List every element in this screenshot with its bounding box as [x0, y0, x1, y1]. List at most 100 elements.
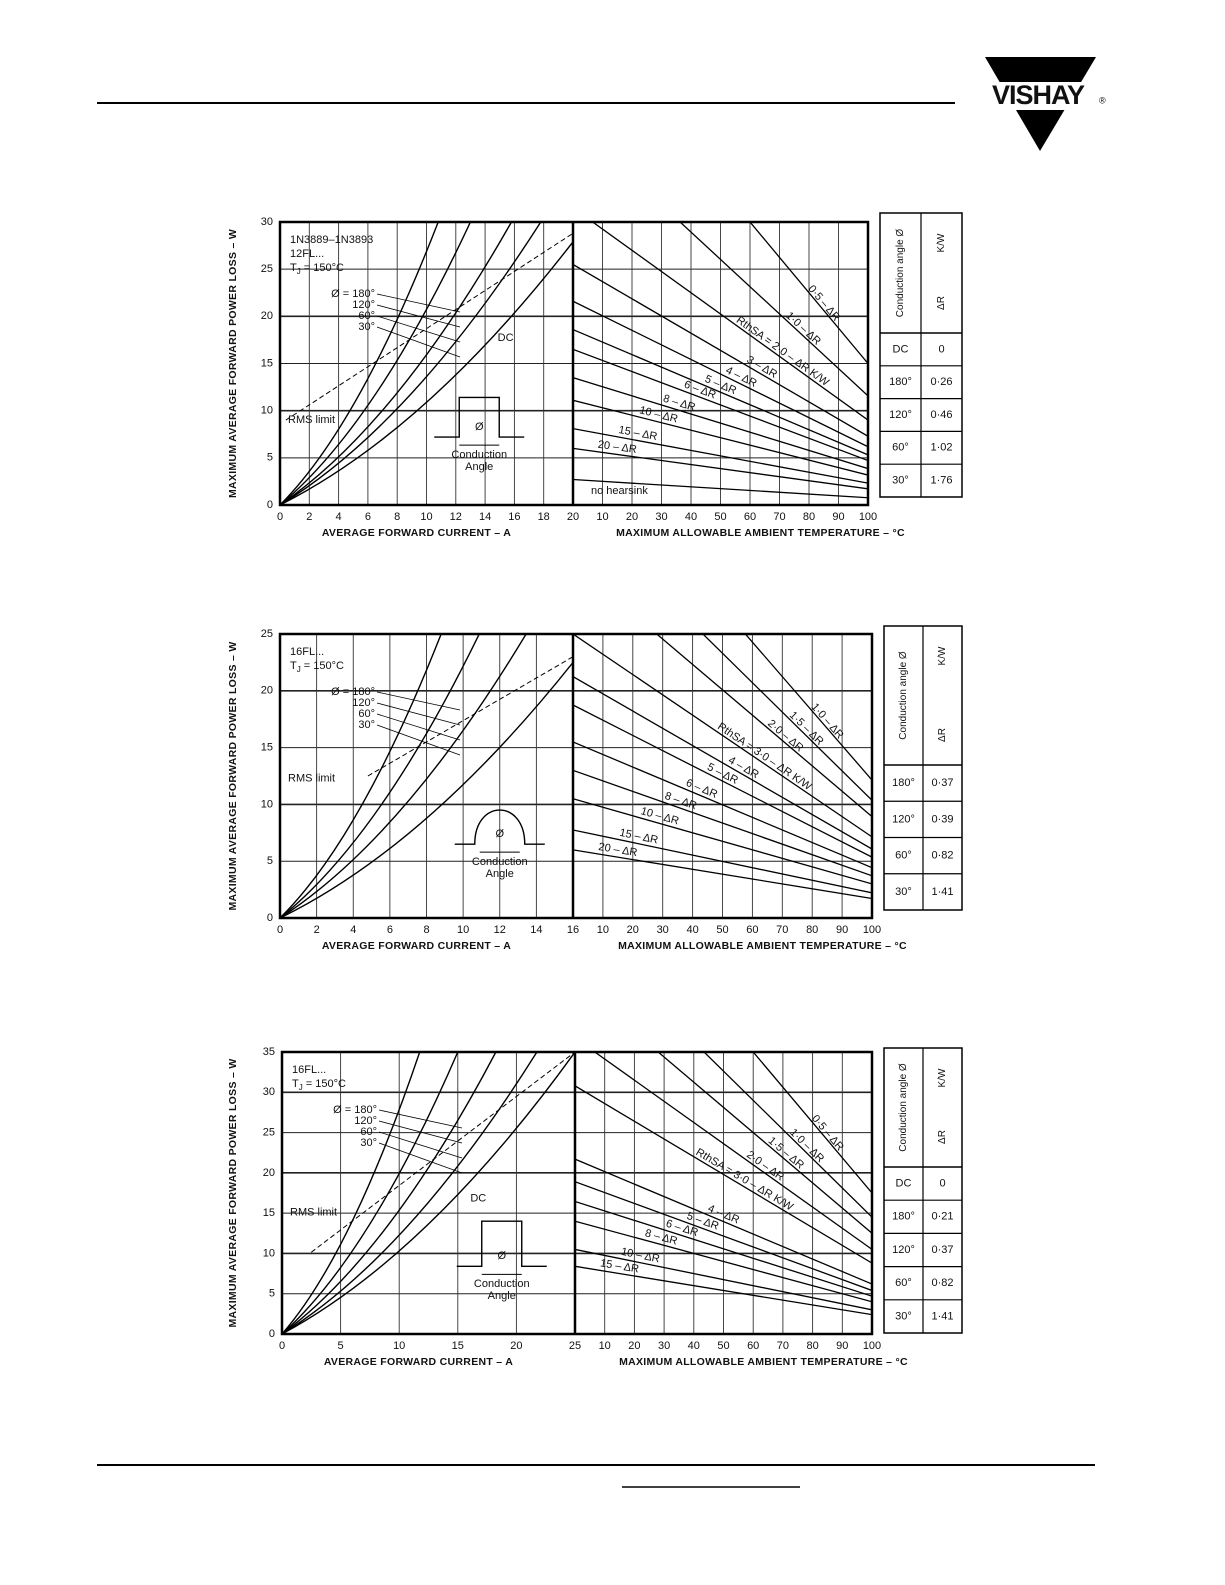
x-tick-label: 2	[306, 511, 312, 523]
x-tick-label: 8	[394, 511, 400, 523]
table-cell: 120°	[892, 1244, 915, 1256]
table: Conduction angle Ø ΔR K/W DC 0 180° 0·26 120° 0·…	[879, 212, 963, 498]
leader	[376, 304, 461, 328]
waveform-symbol: Ø	[475, 421, 484, 433]
curve	[280, 222, 439, 505]
leader	[376, 293, 461, 313]
waveform-label: Conduction	[474, 1278, 530, 1290]
x-tick-label: 40	[688, 1340, 700, 1352]
table-cell: 0	[938, 343, 944, 355]
y-axis-label: MAXIMUM AVERAGE FORWARD POWER LOSS – W	[227, 641, 239, 910]
heatsink-lines	[573, 634, 872, 900]
leader	[376, 713, 461, 741]
angle-label: 30°	[360, 1137, 377, 1149]
table-cell: 60°	[895, 850, 912, 862]
x-tick-label: 30	[655, 511, 667, 523]
heatsink-line	[575, 1248, 872, 1311]
x-tick-label: 40	[685, 511, 697, 523]
x-tick-label: 6	[387, 924, 393, 936]
angle-label: 30°	[358, 321, 375, 333]
y-tick-label: 20	[263, 1167, 275, 1179]
heatsink-line	[573, 769, 872, 877]
table-cell: 1·41	[931, 886, 953, 898]
note-part: = 150°C	[301, 262, 344, 274]
x-tick-label: 8	[423, 924, 429, 936]
heatsink-label: 10 – ΔR	[639, 805, 680, 827]
waveform-label: Angle	[488, 1290, 516, 1302]
y-tick-label: 20	[261, 685, 273, 697]
note-part: = 150°C	[301, 660, 344, 672]
x-tick-label: 16	[567, 924, 579, 936]
table-cell: 0·39	[931, 813, 953, 825]
x-tick-label: 20	[510, 1340, 522, 1352]
no-heatsink-label: no hearsink	[591, 485, 648, 497]
table-header: ΔR	[937, 1130, 948, 1144]
heatsink-line	[591, 222, 868, 421]
table-cell: 0·46	[930, 409, 952, 421]
table-cell: 180°	[889, 376, 912, 388]
heatsink-line	[573, 427, 868, 484]
x-tick-label: 20	[628, 1340, 640, 1352]
heatsink-line	[573, 263, 868, 437]
y-tick-label: 5	[267, 452, 273, 464]
curve	[280, 661, 573, 918]
x-tick-label: 10	[420, 511, 432, 523]
curves	[280, 634, 573, 918]
note-part: T	[292, 1078, 299, 1090]
x-tick-label: 4	[336, 511, 342, 523]
table-cell: DC	[896, 1178, 912, 1190]
x-tick-label: 50	[716, 924, 728, 936]
heatsink-line	[573, 447, 868, 490]
y-tick-label: 15	[263, 1207, 275, 1219]
table-cell: DC	[893, 343, 909, 355]
table-cell: 30°	[895, 1310, 912, 1322]
x-tick-label: 14	[479, 511, 491, 523]
heatsink-line	[573, 704, 872, 858]
y-tick-label: 0	[267, 912, 273, 924]
logo: VISHAY	[992, 80, 1085, 110]
heatsink-line	[573, 634, 872, 838]
note: 12FL...	[290, 248, 324, 260]
leader	[376, 724, 461, 756]
heatsink-line	[744, 634, 872, 781]
curve	[282, 1052, 575, 1334]
y-tick-label: 0	[269, 1328, 275, 1340]
curve	[282, 1052, 459, 1334]
table-cell: 30°	[895, 886, 912, 898]
y-tick-label: 25	[261, 628, 273, 640]
curve	[280, 222, 542, 505]
angle-label: 120°	[352, 299, 375, 311]
x-tick-label: 20	[567, 511, 579, 523]
y-tick-label: 35	[263, 1046, 275, 1058]
table-cell: 0·82	[931, 1277, 953, 1289]
heatsink-label: 20 – ΔR	[598, 841, 639, 859]
dc-label: DC	[498, 332, 514, 344]
waveform	[454, 809, 545, 845]
x-tick-label: 60	[746, 924, 758, 936]
table-cell: 1·41	[931, 1310, 953, 1322]
x-tick-label: 100	[859, 511, 877, 523]
x-axis-label: MAXIMUM ALLOWABLE AMBIENT TEMPERATURE – …	[619, 1356, 908, 1368]
note: TJ = 150°C	[290, 660, 344, 674]
note-part: T	[290, 262, 297, 274]
table-cell: 180°	[892, 777, 915, 789]
leader	[376, 315, 461, 343]
curve	[282, 1052, 421, 1334]
leader	[378, 1109, 463, 1129]
heatsink-line	[573, 741, 872, 869]
x-tick-label: 90	[836, 924, 848, 936]
curve	[280, 222, 472, 505]
curve	[280, 634, 527, 918]
curve	[280, 241, 573, 505]
angle-label: 60°	[358, 708, 375, 720]
leader	[378, 1120, 463, 1144]
x-tick-label: 10	[597, 924, 609, 936]
x-tick-label: 20	[627, 924, 639, 936]
table-cell: 180°	[892, 1211, 915, 1223]
leader	[376, 326, 461, 358]
x-axis-label: MAXIMUM ALLOWABLE AMBIENT TEMPERATURE – …	[616, 527, 905, 539]
angle-label: 120°	[354, 1115, 377, 1127]
heatsink-line	[573, 478, 868, 499]
y-axis-label: MAXIMUM AVERAGE FORWARD POWER LOSS – W	[227, 1058, 239, 1327]
